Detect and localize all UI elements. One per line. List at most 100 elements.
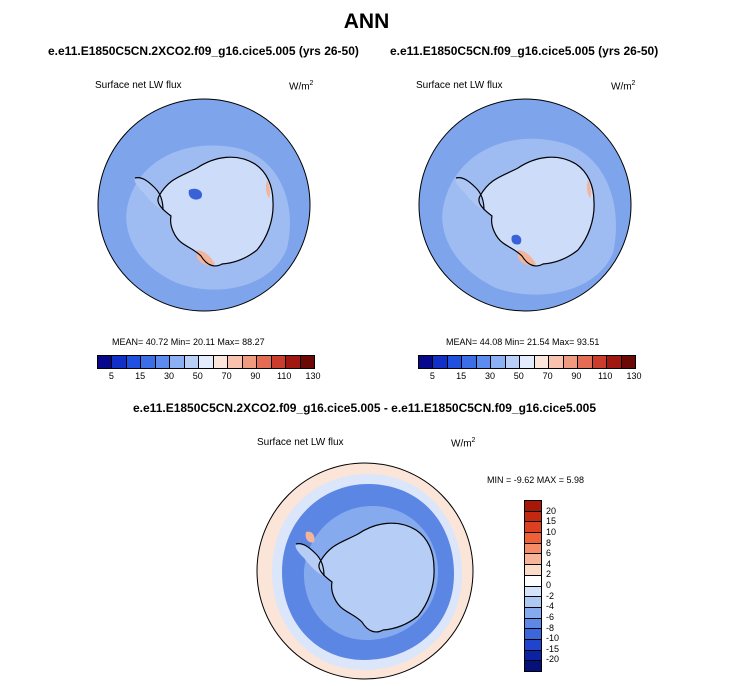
panel-1-colorbar-ticks: 5 15 30 50 70 90 110 130: [97, 371, 321, 383]
colorbar-tick-label: 5: [108, 371, 114, 381]
diff-colorbar: [524, 500, 542, 672]
colorbar-swatch: [447, 356, 463, 368]
ross-sea-warm: [197, 250, 215, 266]
colorbar-tick-label: -10: [546, 633, 560, 644]
panel-2-variable-label: Surface net LW flux: [416, 80, 503, 91]
colorbar-swatch: [126, 356, 142, 368]
colorbar-tick-label: 15: [546, 516, 557, 527]
panel-1-polar-map: [97, 98, 311, 312]
panel-2-polar-map: [418, 98, 632, 312]
colorbar-tick-label: 8: [546, 537, 552, 548]
peninsula-field: [134, 177, 163, 210]
colorbar-tick-label: -8: [546, 622, 555, 633]
colorbar-swatch: [525, 650, 541, 662]
colorbar-swatch: [525, 533, 541, 544]
colorbar-swatch: [525, 522, 541, 534]
colorbar-swatch: [621, 356, 636, 368]
colorbar-swatch: [170, 356, 185, 368]
colorbar-tick-label: 70: [542, 371, 553, 381]
diff-panel-title: e.e11.E1850C5CN.2XCO2.f09_g16.cice5.005 …: [133, 401, 596, 415]
antarctica-field: [318, 523, 435, 632]
colorbar-tick-label: 2: [546, 569, 552, 580]
panel-1-variable-label: Surface net LW flux: [95, 80, 182, 91]
colorbar-swatch: [525, 501, 541, 512]
colorbar-swatch: [525, 543, 541, 555]
colorbar-swatch: [257, 356, 272, 368]
colorbar-swatch: [228, 356, 243, 368]
panel-2-title: e.e11.E1850C5CN.f09_g16.cice5.005 (yrs 2…: [390, 44, 659, 58]
panel-1-colorbar: [97, 355, 315, 369]
colorbar-tick-label: -2: [546, 590, 555, 601]
diff-panel-variable-label: Surface net LW flux: [257, 437, 344, 448]
colorbar-swatch: [462, 356, 477, 368]
colorbar-tick-label: -4: [546, 601, 555, 612]
colorbar-swatch: [525, 607, 541, 619]
colorbar-swatch: [592, 356, 608, 368]
colorbar-swatch: [476, 356, 492, 368]
colorbar-tick-label: 30: [163, 371, 175, 381]
colorbar-tick-label: 0: [546, 580, 552, 590]
colorbar-swatch: [505, 356, 521, 368]
coastline: [455, 156, 595, 267]
diff-colorbar-ticks: 20 15 10 8 6 4 2 0 -2 -4 -6 -8 -10 -15 -20: [546, 500, 576, 670]
ice-shelf-strip: [586, 180, 592, 198]
colorbar-swatch: [525, 629, 541, 640]
dark-blue-patch: [188, 188, 203, 200]
colorbar-swatch: [300, 356, 315, 368]
colorbar-tick-label: 90: [250, 371, 261, 381]
colorbar-swatch: [534, 356, 550, 368]
colorbar-tick-label: 110: [598, 371, 613, 381]
colorbar-swatch: [525, 661, 541, 671]
coastline: [134, 156, 274, 267]
colorbar-swatch: [525, 639, 541, 651]
colorbar-tick-label: 6: [546, 548, 552, 559]
colorbar-tick-label: 70: [221, 371, 232, 381]
colorbar-tick-label: 15: [456, 371, 467, 381]
colorbar-swatch: [141, 356, 156, 368]
page-title: ANN: [343, 10, 390, 33]
peninsula-warm: [305, 531, 315, 543]
diff-panel-polar-map: [256, 462, 474, 680]
dark-blue-patch: [511, 234, 522, 245]
peninsula-field: [295, 543, 324, 576]
colorbar-swatch: [491, 356, 506, 368]
colorbar-swatch: [607, 356, 622, 368]
colorbar-swatch: [419, 356, 434, 368]
colorbar-swatch: [271, 356, 287, 368]
panel-2-units-label: W/m2: [611, 80, 636, 93]
colorbar-swatch: [578, 356, 593, 368]
diff-panel-units-label: W/m2: [451, 437, 476, 450]
colorbar-swatch: [112, 356, 127, 368]
peninsula-field: [455, 177, 484, 210]
antarctica-field: [157, 157, 274, 266]
colorbar-swatch: [242, 356, 258, 368]
colorbar-tick-label: 10: [546, 526, 557, 537]
antarctica-field: [478, 157, 595, 266]
colorbar-swatch: [286, 356, 301, 368]
colorbar-tick-label: 15: [135, 371, 146, 381]
coastline: [295, 522, 435, 633]
colorbar-tick-label: 4: [546, 558, 552, 569]
panel-1-title: e.e11.E1850C5CN.2XCO2.f09_g16.cice5.005 …: [48, 44, 359, 58]
colorbar-swatch: [525, 511, 541, 523]
panel-2-colorbar-ticks: 5 15 30 50 70 90 110 130: [418, 371, 642, 383]
colorbar-swatch: [525, 565, 541, 576]
ice-shelf-strip: [265, 180, 271, 198]
colorbar-tick-label: -15: [546, 643, 560, 654]
colorbar-swatch: [184, 356, 200, 368]
colorbar-swatch: [213, 356, 229, 368]
colorbar-swatch: [563, 356, 579, 368]
colorbar-swatch: [155, 356, 171, 368]
colorbar-tick-label: 50: [513, 371, 524, 381]
panel-2-stats: MEAN= 44.08 Min= 21.54 Max= 93.51: [446, 337, 600, 347]
ross-sea-warm: [518, 250, 536, 266]
colorbar-swatch: [199, 356, 214, 368]
colorbar-swatch: [549, 356, 564, 368]
colorbar-swatch: [525, 554, 541, 566]
panel-2-colorbar: [418, 355, 636, 369]
colorbar-tick-label: 30: [484, 371, 496, 381]
colorbar-tick-label: 20: [546, 505, 557, 516]
colorbar-tick-label: 130: [626, 371, 642, 381]
colorbar-swatch: [525, 618, 541, 630]
colorbar-swatch: [520, 356, 535, 368]
